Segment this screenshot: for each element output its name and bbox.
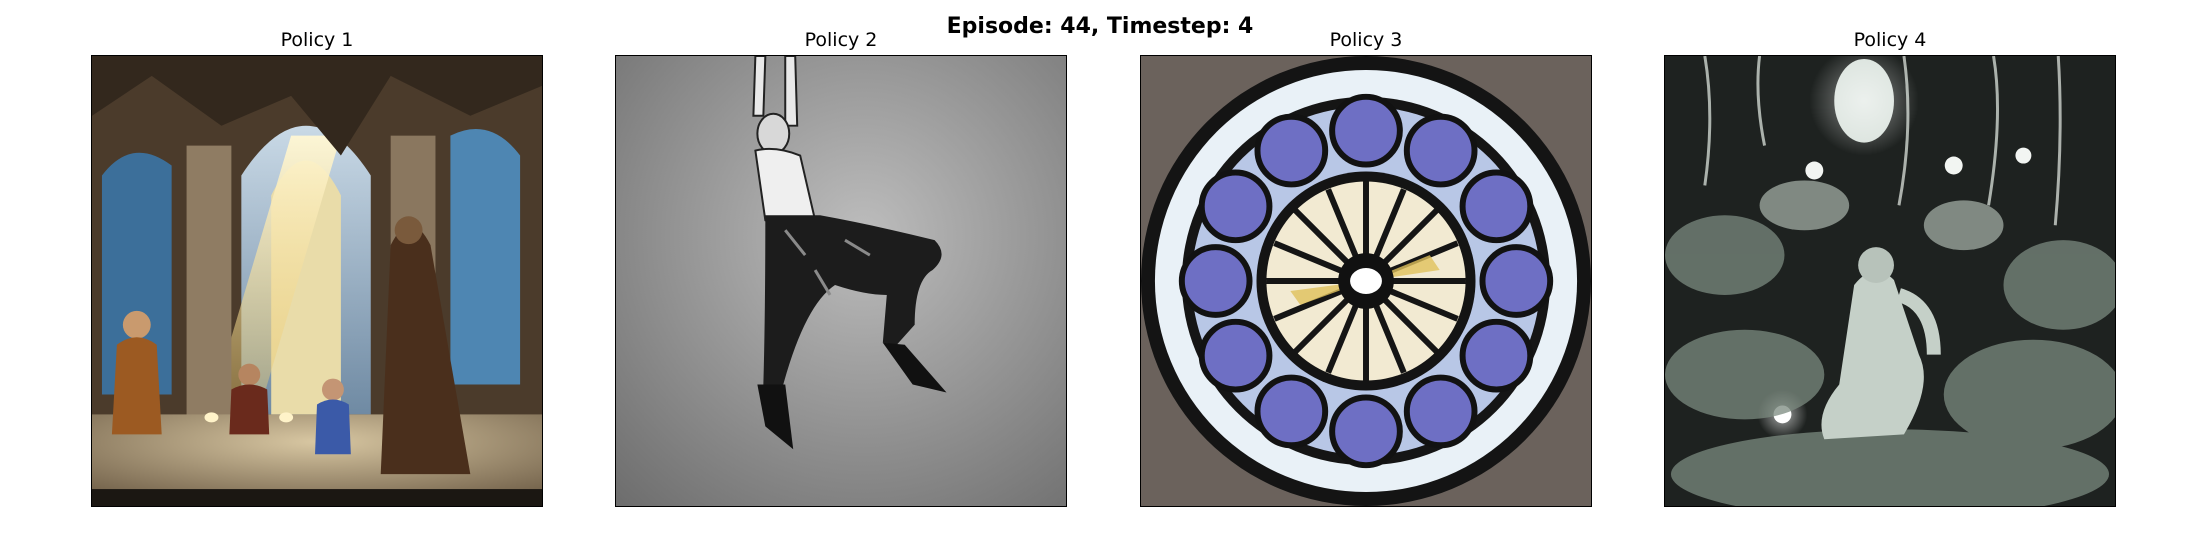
panel-3-title: Policy 3 xyxy=(1329,29,1403,51)
panel-1-title: Policy 1 xyxy=(280,29,354,51)
panel-3-image xyxy=(1140,55,1592,507)
panel-4-title: Policy 4 xyxy=(1853,29,1927,51)
cathedral-light-scene-image xyxy=(92,56,542,506)
panel-2-image xyxy=(615,55,1067,507)
panel-1-image xyxy=(91,55,543,507)
night-garden-figure-image xyxy=(1665,56,2115,506)
panel-4-image xyxy=(1664,55,2116,507)
panel-2-title: Policy 2 xyxy=(804,29,878,51)
hanging-figure-sketch-image xyxy=(616,56,1066,506)
figure-title: Episode: 44, Timestep: 4 xyxy=(946,14,1254,39)
rose-stained-glass-window-image xyxy=(1141,56,1591,506)
